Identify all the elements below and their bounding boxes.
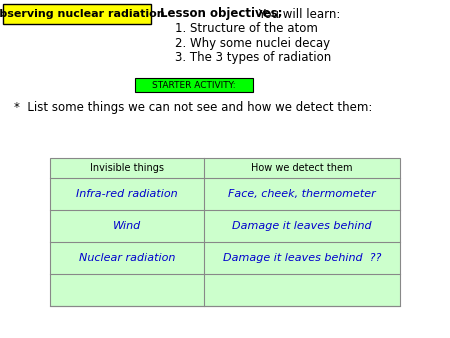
Text: Invisible things: Invisible things (90, 163, 164, 173)
Text: Infra-red radiation: Infra-red radiation (76, 189, 178, 199)
Text: Wind: Wind (113, 221, 141, 231)
Text: Lesson objectives;: Lesson objectives; (160, 7, 283, 21)
Text: 2. Why some nuclei decay: 2. Why some nuclei decay (175, 37, 330, 49)
Text: STARTER ACTIVITY:: STARTER ACTIVITY: (152, 80, 236, 90)
FancyBboxPatch shape (135, 78, 253, 92)
Text: Damage it leaves behind  ??: Damage it leaves behind ?? (223, 253, 381, 263)
Text: How we detect them: How we detect them (251, 163, 353, 173)
FancyBboxPatch shape (50, 158, 400, 306)
Text: Nuclear radiation: Nuclear radiation (79, 253, 175, 263)
FancyBboxPatch shape (3, 4, 151, 24)
Text: You will learn:: You will learn: (255, 7, 340, 21)
Text: 1. Structure of the atom: 1. Structure of the atom (175, 22, 318, 34)
Text: 3. The 3 types of radiation: 3. The 3 types of radiation (175, 51, 331, 65)
Text: *  List some things we can not see and how we detect them:: * List some things we can not see and ho… (14, 100, 373, 114)
Text: Damage it leaves behind: Damage it leaves behind (232, 221, 372, 231)
Text: Face, cheek, thermometer: Face, cheek, thermometer (228, 189, 376, 199)
Text: Observing nuclear radiation: Observing nuclear radiation (0, 9, 164, 19)
